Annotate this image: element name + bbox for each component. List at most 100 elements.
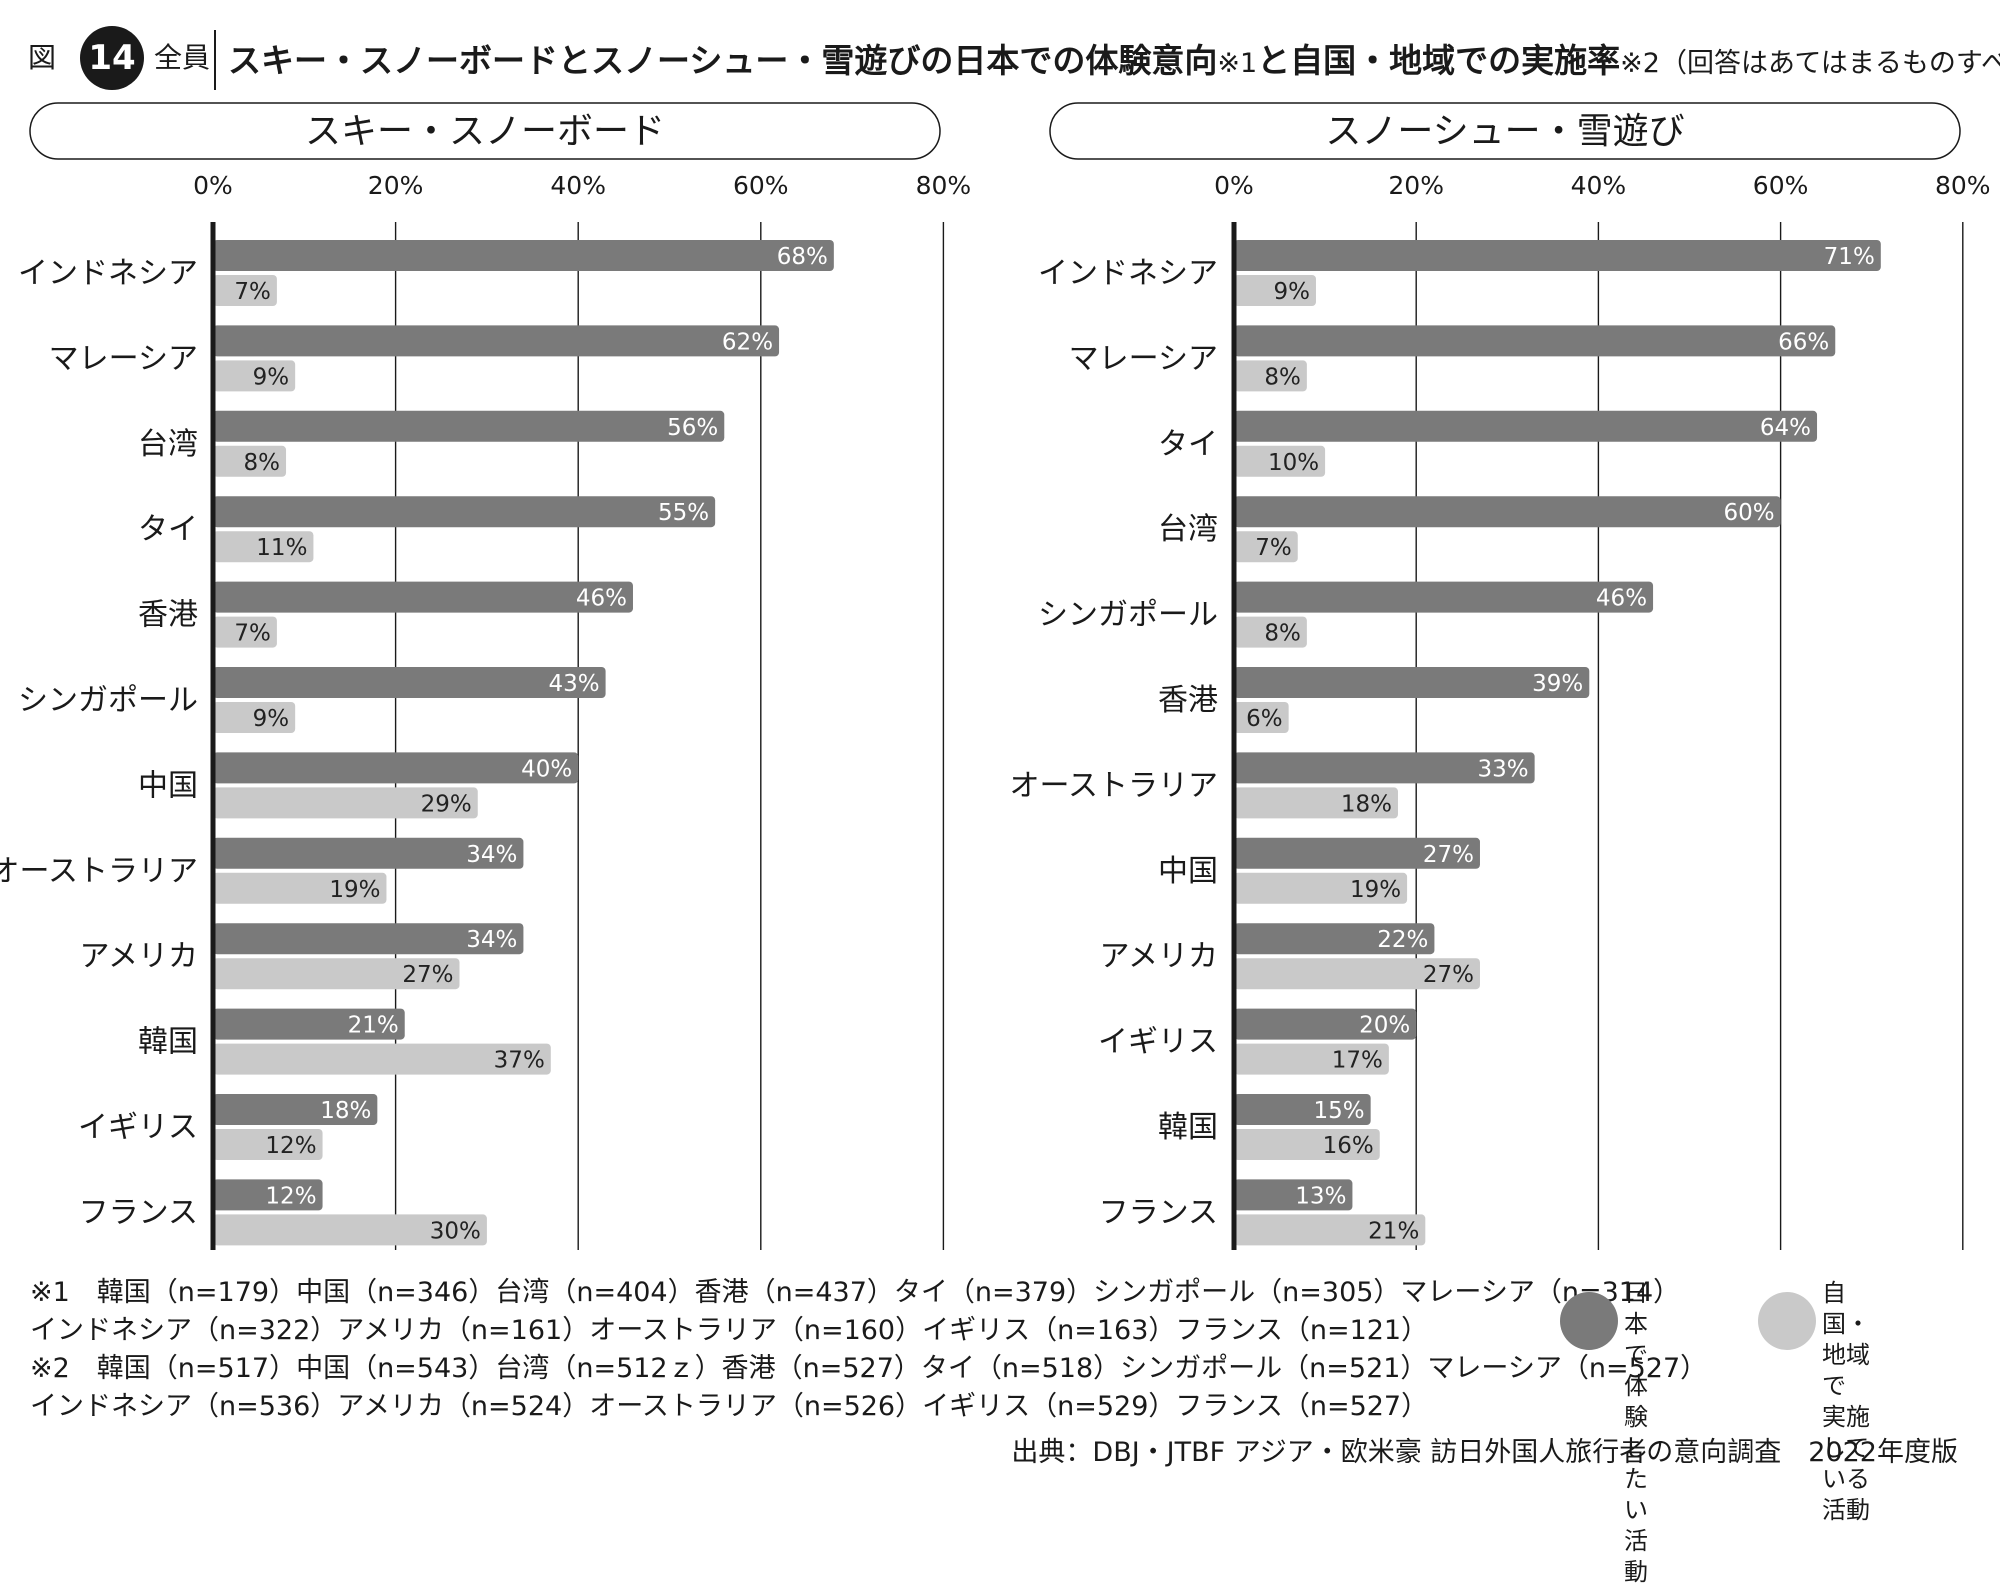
chart-2-data-label: 9% bbox=[1273, 279, 1310, 305]
chart-2-data-label: 16% bbox=[1323, 1133, 1374, 1159]
chart-2-title-pill bbox=[1049, 102, 1961, 160]
chart-1-bar bbox=[213, 667, 606, 698]
footnotes: ※1 韓国（n=179）中国（n=346）台湾（n=404）香港（n=437）タ… bbox=[30, 1274, 1707, 1426]
chart-1-tick-label: 0% bbox=[193, 171, 233, 200]
chart-2-category-label: インドネシア bbox=[1038, 256, 1218, 291]
chart-1-bar bbox=[213, 872, 387, 904]
chart-1-tick-label: 20% bbox=[368, 171, 424, 200]
chart-1-data-label: 27% bbox=[402, 962, 453, 988]
chart-2-bar bbox=[1234, 616, 1307, 648]
chart-2-bar bbox=[1234, 325, 1836, 357]
chart-2-data-label: 46% bbox=[1596, 586, 1647, 612]
chart-2-tick-label: 0% bbox=[1214, 171, 1254, 200]
chart-2-bar bbox=[1234, 667, 1590, 698]
chart-2-bar bbox=[1234, 496, 1781, 528]
chart-2-category-label: オーストラリア bbox=[1010, 768, 1219, 803]
chart-1-bar bbox=[213, 496, 716, 528]
chart-2-data-label: 71% bbox=[1824, 244, 1875, 270]
chart-2-data-label: 64% bbox=[1760, 415, 1811, 441]
chart-2-bar bbox=[1234, 958, 1480, 990]
chart-2-data-label: 27% bbox=[1423, 842, 1474, 868]
chart-2-category-label: イギリス bbox=[1098, 1025, 1218, 1060]
chart-1-data-label: 56% bbox=[667, 415, 718, 441]
chart-2-data-label: 13% bbox=[1295, 1183, 1346, 1209]
chart-2-data-label: 17% bbox=[1332, 1048, 1383, 1074]
chart-2-category-label: タイ bbox=[1158, 427, 1218, 462]
chart-2-data-label: 33% bbox=[1478, 756, 1529, 782]
header-divider bbox=[214, 30, 216, 90]
chart-1-bar bbox=[213, 923, 524, 955]
chart-1-tick-label: 60% bbox=[733, 171, 789, 200]
chart-2-data-label: 20% bbox=[1359, 1013, 1410, 1039]
figure-scope: 全員 bbox=[154, 41, 211, 74]
chart-2-category-label: マレーシア bbox=[1069, 341, 1218, 376]
chart-2-data-label: 15% bbox=[1314, 1098, 1365, 1124]
chart-1-tick-label: 80% bbox=[916, 171, 972, 200]
chart-2-data-label: 6% bbox=[1246, 706, 1283, 732]
chart-1-data-label: 19% bbox=[329, 877, 380, 903]
chart-2-category-label: 中国 bbox=[1158, 854, 1218, 889]
chart-1-bar bbox=[213, 787, 478, 819]
source-credit: 出典：DBJ・JTBF アジア・欧米豪 訪日外国人旅行者の意向調査 2022年度… bbox=[1011, 1437, 1958, 1468]
chart-2-data-label: 8% bbox=[1264, 364, 1301, 390]
chart-1-category-label: 台湾 bbox=[138, 427, 198, 462]
chart-1-data-label: 62% bbox=[722, 329, 773, 355]
chart-1-data-label: 43% bbox=[548, 671, 599, 697]
chart-1-data-label: 11% bbox=[256, 535, 307, 561]
chart-2-bar bbox=[1234, 923, 1435, 955]
chart-2-bar bbox=[1234, 1094, 1371, 1125]
chart-1-bar bbox=[213, 360, 296, 392]
chart-2-data-label: 22% bbox=[1377, 927, 1428, 953]
chart-1-bar bbox=[213, 581, 633, 613]
chart-1-data-label: 30% bbox=[430, 1218, 481, 1244]
figure-number-badge: 14 bbox=[80, 26, 144, 90]
footnote-1-line-2: インドネシア（n=322）アメリカ（n=161）オーストラリア（n=160）イギ… bbox=[30, 1315, 1429, 1346]
chart-1-bar bbox=[213, 616, 277, 648]
chart-1-data-label: 12% bbox=[265, 1133, 316, 1159]
chart-1-data-label: 34% bbox=[466, 927, 517, 953]
chart-1-category-label: インドネシア bbox=[18, 256, 198, 291]
chart-1-bar bbox=[213, 1043, 551, 1075]
chart-2-bar bbox=[1234, 1129, 1380, 1160]
chart-1-category-label: マレーシア bbox=[49, 341, 198, 376]
chart-2-data-label: 60% bbox=[1723, 500, 1774, 526]
chart-2-title: スノーシュー・雪遊び bbox=[1325, 111, 1684, 152]
chart-2-bar bbox=[1234, 702, 1289, 733]
chart-1-data-label: 21% bbox=[348, 1013, 399, 1039]
chart-2-bar bbox=[1234, 240, 1881, 271]
chart-1-category-label: 韓国 bbox=[138, 1025, 198, 1060]
figure-header: 図 14 全員 スキー・スノーボードとスノーシュー・雪遊びの日本での体験意向※1… bbox=[22, 24, 2000, 90]
chart-2-category-label: フランス bbox=[1099, 1195, 1218, 1230]
chart-2-data-label: 66% bbox=[1778, 329, 1829, 355]
chart-2-data-label: 7% bbox=[1255, 535, 1292, 561]
chart-2-bar bbox=[1234, 275, 1316, 306]
chart-1-bar bbox=[213, 325, 780, 357]
chart-2-category-label: シンガポール bbox=[1038, 598, 1218, 633]
chart-1-data-label: 37% bbox=[494, 1048, 545, 1074]
chart-2-tick-label: 20% bbox=[1388, 171, 1444, 200]
chart-2-bar bbox=[1234, 837, 1480, 869]
chart-2-bar bbox=[1234, 1214, 1426, 1246]
legend-swatch-home bbox=[1758, 1292, 1816, 1350]
footnote-1-line-1: ※1 韓国（n=179）中国（n=346）台湾（n=404）香港（n=437）タ… bbox=[30, 1277, 1681, 1308]
chart-1-tick-label: 40% bbox=[550, 171, 606, 200]
chart-1-data-label: 8% bbox=[244, 450, 281, 476]
chart-1-data-label: 7% bbox=[234, 279, 271, 305]
chart-1-category-label: オーストラリア bbox=[0, 854, 198, 889]
title-main-1: スキー・スノーボードとスノーシュー・雪遊びの日本での体験意向 bbox=[228, 41, 1218, 80]
chart-2-bar bbox=[1234, 1043, 1389, 1075]
chart-1-data-label: 18% bbox=[320, 1098, 371, 1124]
chart-1-category-label: イギリス bbox=[78, 1110, 198, 1145]
chart-1-data-label: 34% bbox=[466, 842, 517, 868]
chart-2-data-label: 27% bbox=[1423, 962, 1474, 988]
chart-1-data-label: 29% bbox=[421, 791, 472, 817]
chart-1-bar bbox=[213, 275, 277, 306]
chart-1-bar bbox=[213, 1179, 323, 1211]
chart-2-tick-label: 60% bbox=[1753, 171, 1809, 200]
chart-1-data-label: 68% bbox=[777, 244, 828, 270]
chart-2-bar bbox=[1234, 787, 1398, 819]
chart-1-bar bbox=[213, 702, 296, 733]
chart-2-category-label: 台湾 bbox=[1158, 512, 1218, 547]
chart-2-bar bbox=[1234, 410, 1818, 442]
footnote-2-line-2: インドネシア（n=536）アメリカ（n=524）オーストラリア（n=526）イギ… bbox=[30, 1391, 1429, 1422]
